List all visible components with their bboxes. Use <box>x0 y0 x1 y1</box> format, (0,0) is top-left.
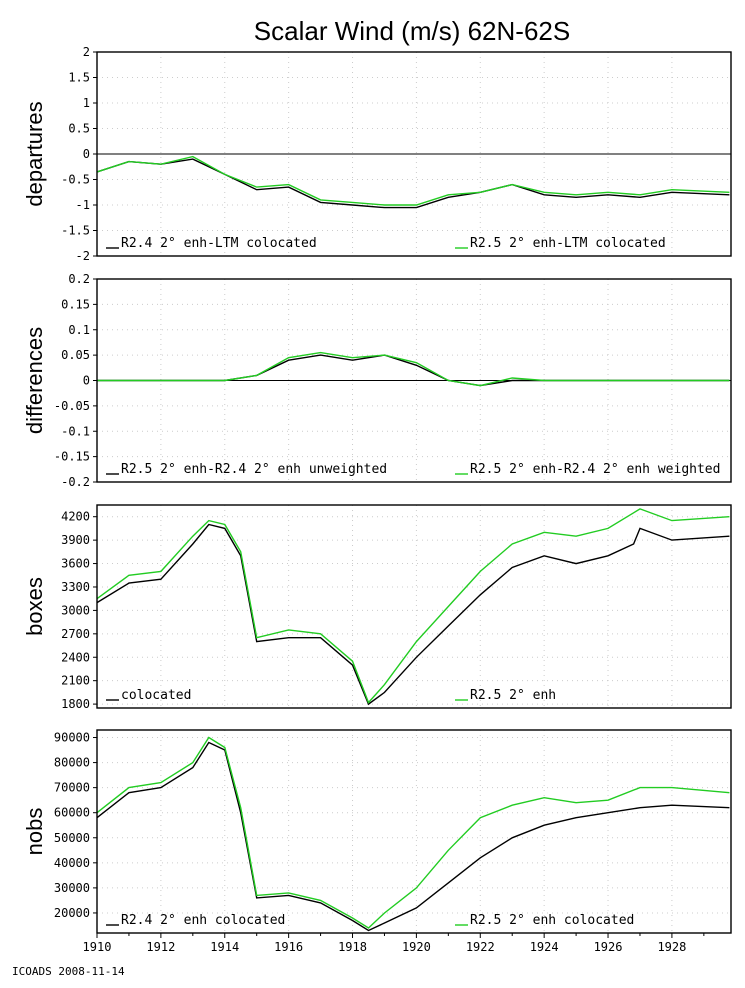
chart-title: Scalar Wind (m/s) 62N-62S <box>254 16 570 46</box>
y-tick-label: 1 <box>83 96 90 110</box>
y-tick-label: 70000 <box>54 781 90 795</box>
y-tick-label: 0.05 <box>61 348 90 362</box>
y-tick-label: -1.5 <box>61 224 90 238</box>
x-tick-label: 1922 <box>466 940 495 954</box>
legend-label: R2.5 2° enh colocated <box>470 913 634 928</box>
legend-label: R2.5 2° enh-R2.4 2° enh unweighted <box>121 462 387 477</box>
panel-departures: 2 1.5 1 0.5 0 -0.5 -1 -1.5 -2 departures R2.4 2° e… <box>22 45 732 263</box>
y-tick-label: -0.15 <box>54 450 90 464</box>
y-tick-label: 3900 <box>61 533 90 547</box>
panel-nobs-grid <box>97 730 731 933</box>
y-axis-label: boxes <box>22 577 47 636</box>
y-axis-label: differences <box>22 327 47 434</box>
panel-boxes-grid <box>97 505 731 708</box>
y-tick-label: 0 <box>83 374 90 388</box>
y-tick-label: 50000 <box>54 831 90 845</box>
series-line-b <box>96 155 730 206</box>
y-tick-label: 60000 <box>54 806 90 820</box>
y-tick-label: -0.5 <box>61 173 90 187</box>
series-line-a <box>96 523 730 706</box>
panel-differences: 0.2 0.15 0.1 0.05 0 -0.05 -0.1 -0.15 -0.2 differe… <box>22 272 732 489</box>
y-axis-label: nobs <box>22 808 47 856</box>
x-tick-label: 1916 <box>274 940 303 954</box>
series-line-a <box>96 741 730 932</box>
y-tick-label: -0.1 <box>61 424 90 438</box>
y-tick-label: 2100 <box>61 674 90 688</box>
series-line-a <box>96 158 730 209</box>
y-tick-label: -0.05 <box>54 399 90 413</box>
y-tick-label: 20000 <box>54 906 90 920</box>
footer-credit: ICOADS 2008-11-14 <box>12 965 125 978</box>
legend-label: R2.4 2° enh-LTM colocated <box>121 236 317 251</box>
y-axis-label: departures <box>22 101 47 206</box>
x-tick-label: 1914 <box>210 940 239 954</box>
y-tick-label: 0.2 <box>68 272 90 286</box>
y-tick-label: 2700 <box>61 627 90 641</box>
y-tick-label: 90000 <box>54 731 90 745</box>
y-tick-label: 2 <box>83 45 90 59</box>
y-tick-label: 3000 <box>61 603 90 617</box>
x-tick-label: 1926 <box>594 940 623 954</box>
y-tick-label: 0.15 <box>61 297 90 311</box>
series-line-b <box>96 736 730 929</box>
y-tick-label: 0.1 <box>68 323 90 337</box>
series-line-b <box>97 351 730 387</box>
x-tick-label: 1910 <box>83 940 112 954</box>
y-tick-label: 4200 <box>61 510 90 524</box>
legend-label: R2.5 2° enh-R2.4 2° enh weighted <box>470 462 720 477</box>
y-tick-label: 80000 <box>54 756 90 770</box>
y-tick-label: 3600 <box>61 557 90 571</box>
y-tick-label: 0 <box>83 147 90 161</box>
y-tick-label: -2 <box>76 249 90 263</box>
y-tick-label: 1.5 <box>68 71 90 85</box>
panel-nobs: 90000 80000 70000 60000 50000 40000 30000 20000… <box>22 729 732 934</box>
x-tick-label: 1912 <box>146 940 175 954</box>
y-tick-label: 0.5 <box>68 122 90 136</box>
y-tick-label: -1 <box>76 198 90 212</box>
panel-frame <box>96 729 732 934</box>
panel-frame <box>96 504 732 709</box>
y-tick-label: 1800 <box>61 697 90 711</box>
legend-label: R2.4 2° enh colocated <box>121 913 285 928</box>
y-tick-label: 2400 <box>61 650 90 664</box>
x-tick-label: 1918 <box>338 940 367 954</box>
y-tick-label: 30000 <box>54 881 90 895</box>
legend-label: R2.5 2° enh-LTM colocated <box>470 236 666 251</box>
x-axis: 1910 1912 1914 1916 1918 1920 1922 1924 1926 1928 <box>83 933 705 954</box>
legend-label: R2.5 2° enh <box>470 688 556 703</box>
legend-label: colocated <box>121 688 191 703</box>
x-tick-label: 1920 <box>402 940 431 954</box>
y-tick-label: 3300 <box>61 580 90 594</box>
y-tick-label: -0.2 <box>61 475 90 489</box>
y-tick-label: 40000 <box>54 856 90 870</box>
x-tick-label: 1928 <box>657 940 686 954</box>
chart-panels: 2 1.5 1 0.5 0 -0.5 -1 -1.5 -2 departures R2.4 2° e… <box>22 45 732 934</box>
panel-boxes: 4200 3900 3600 3300 3000 2700 2400 2100 1800 boxe… <box>22 504 732 711</box>
x-tick-label: 1924 <box>530 940 559 954</box>
series-line-b <box>96 508 730 704</box>
